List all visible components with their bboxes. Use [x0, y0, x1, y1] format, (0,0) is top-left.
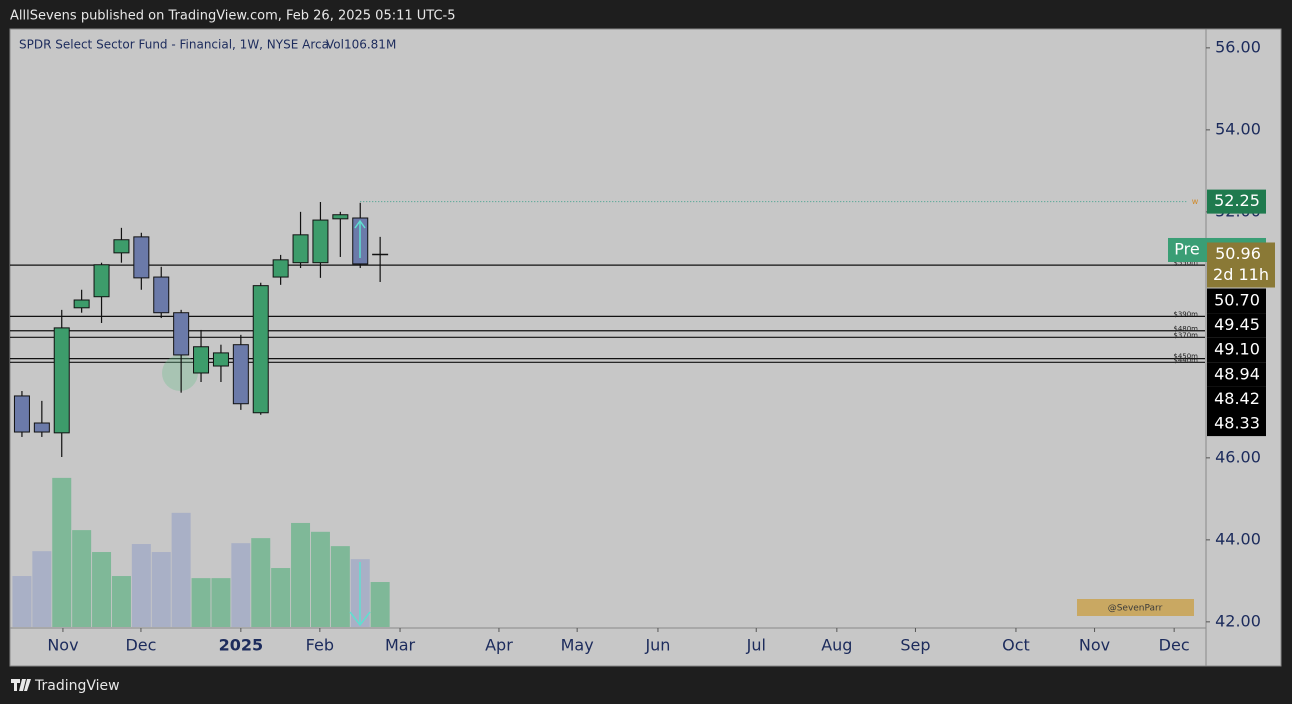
- level-tag: $450m: [1173, 353, 1198, 361]
- x-tick-label: Aug: [821, 636, 852, 655]
- level-price: 48.94: [1214, 364, 1260, 383]
- highlight-circle: [162, 355, 198, 391]
- x-tick-label: Dec: [125, 636, 156, 655]
- candle-body: [153, 276, 170, 314]
- x-tick-label: Nov: [1079, 636, 1110, 655]
- candle-body: [332, 214, 349, 220]
- y-tick-label: 54.00: [1215, 119, 1261, 138]
- candle-body: [193, 346, 210, 374]
- last-price-badge: [1207, 242, 1275, 288]
- candle-body: [312, 219, 329, 264]
- x-tick-label: May: [561, 636, 594, 655]
- level-badge: [1207, 411, 1266, 437]
- volume-bar: [52, 477, 72, 627]
- volume-bar: [291, 522, 311, 627]
- level-price: 50.70: [1214, 290, 1260, 309]
- chart-pane: [9, 28, 1282, 667]
- countdown: 2d 11h: [1213, 265, 1269, 284]
- level-tag: $370m: [1173, 331, 1198, 339]
- volume-bar: [370, 582, 390, 627]
- level-badge: [1207, 337, 1266, 363]
- volume-bar: [231, 543, 251, 627]
- tv-logo: [11, 679, 31, 691]
- x-tick-label: Jun: [644, 636, 670, 655]
- watermark-box: [1077, 599, 1194, 616]
- candle-body: [173, 312, 190, 356]
- x-tick-label: Mar: [385, 636, 416, 655]
- volume-bar: [211, 578, 231, 627]
- alert-price: 52.25: [1214, 191, 1260, 210]
- volume-layer: [12, 477, 390, 627]
- candle-body: [232, 344, 249, 405]
- x-tick-label: Apr: [485, 636, 513, 655]
- candle-body: [272, 259, 289, 278]
- premarket-name: Pre: [1174, 239, 1199, 258]
- symbol-legend: SPDR Select Sector Fund - Financial, 1W,…: [19, 38, 329, 52]
- volume-bar: [271, 568, 291, 627]
- level-badge: [1207, 288, 1266, 314]
- candle-body: [292, 234, 309, 264]
- x-tick-label: Jul: [746, 636, 766, 655]
- volume-legend: Vol106.81M: [326, 38, 396, 52]
- levels-layer: $550m $390m $480m$370m $450m$440m w: [10, 197, 1205, 364]
- footer-brand: TradingView: [34, 678, 120, 694]
- alert-marker: w: [1192, 197, 1199, 206]
- level-price: 49.45: [1214, 315, 1260, 334]
- alert-badge: [1207, 189, 1266, 214]
- level-price: 49.10: [1214, 340, 1260, 359]
- x-tick-label: Nov: [47, 636, 78, 655]
- level-tag: $390m: [1173, 310, 1198, 318]
- level-price: 48.42: [1214, 389, 1260, 408]
- level-badge: [1207, 313, 1266, 338]
- x-tick-label: Oct: [1002, 636, 1030, 655]
- x-tick-label: Feb: [306, 636, 334, 655]
- y-tick-label: 44.00: [1215, 529, 1261, 548]
- x-tick-label: Dec: [1159, 636, 1190, 655]
- candle-body: [53, 327, 70, 434]
- volume-bar: [171, 512, 191, 627]
- candle-body: [13, 395, 30, 433]
- volume-bar: [72, 530, 92, 627]
- watermark: @SevenParr: [1108, 604, 1163, 614]
- volume-bar: [131, 544, 151, 627]
- candle-body: [113, 239, 130, 254]
- level-price: 48.33: [1214, 413, 1260, 432]
- y-tick-label: 56.00: [1215, 37, 1261, 56]
- volume-bar: [151, 552, 171, 627]
- last-price: 50.96: [1215, 244, 1261, 263]
- x-tick-label: 2025: [219, 636, 264, 655]
- candle-body: [252, 285, 269, 414]
- publish-info: AlllSevens published on TradingView.com,…: [10, 9, 456, 24]
- candle-body: [73, 299, 90, 309]
- volume-bar: [251, 538, 271, 627]
- axis-layer: 56.0054.0052.0046.0044.0042.00NovDec2025…: [47, 37, 1261, 654]
- level-tag: $440m: [1173, 356, 1198, 364]
- volume-bar: [330, 546, 350, 627]
- volume-bar: [92, 552, 112, 627]
- candle-body: [33, 422, 50, 433]
- volume-bar: [310, 531, 330, 627]
- x-tick-label: Sep: [900, 636, 930, 655]
- candle-body: [133, 236, 150, 279]
- level-badge: [1207, 386, 1266, 412]
- volume-bar: [32, 551, 52, 627]
- up-arrow-head: [354, 219, 366, 229]
- volume-bar: [111, 576, 131, 627]
- volume-bar: [12, 576, 32, 627]
- level-badge: [1207, 362, 1266, 387]
- candle-body: [93, 264, 110, 298]
- down-arrow-head: [349, 611, 371, 627]
- level-tag: $480m: [1173, 325, 1198, 333]
- level-tag: $550m: [1173, 259, 1198, 267]
- y-tick-label: 46.00: [1215, 447, 1261, 466]
- candles-layer: [13, 202, 389, 458]
- candle-body: [212, 352, 229, 367]
- volume-bar: [191, 578, 211, 627]
- y-tick-label: 42.00: [1215, 611, 1261, 630]
